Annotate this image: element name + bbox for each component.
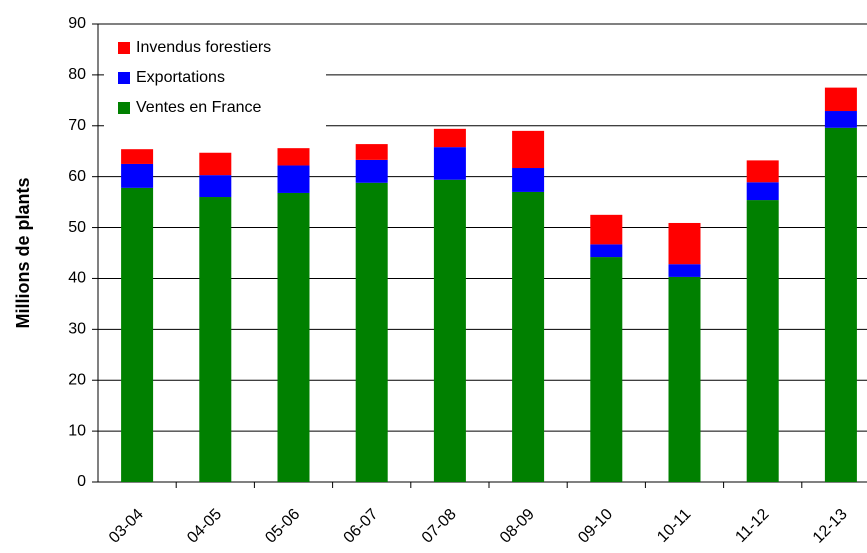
x-tick-label: 07-08: [419, 506, 460, 547]
x-tick-label: 06-07: [341, 506, 382, 547]
bar-segment: [355, 182, 388, 483]
bar-segment: [824, 127, 857, 483]
legend-label: Exportations: [136, 69, 225, 86]
bar-segment: [746, 200, 779, 482]
y-axis-title: Millions de plants: [13, 177, 33, 328]
y-tick-label: 90: [68, 15, 86, 32]
x-tick-label: 09-10: [575, 506, 616, 547]
x-tick-label: 12-13: [810, 506, 851, 547]
bar-segment: [355, 159, 388, 183]
bar-segment: [746, 182, 779, 201]
y-tick-label: 60: [68, 168, 86, 185]
x-tick-label: 05-06: [262, 506, 303, 547]
bar-segment: [433, 128, 466, 148]
legend-box: [104, 30, 326, 128]
y-tick-label: 70: [68, 117, 86, 134]
y-tick-label: 30: [68, 321, 86, 338]
bar-segment: [512, 168, 545, 192]
legend-swatch: [118, 102, 130, 114]
y-tick-label: 20: [68, 371, 86, 388]
bar-segment: [746, 160, 779, 183]
bar-segment: [590, 257, 623, 482]
bar-segment: [121, 187, 154, 482]
bar-segment: [824, 87, 857, 112]
x-tick-label: 04-05: [184, 506, 225, 547]
legend-label: Ventes en France: [136, 99, 262, 116]
y-tick-label: 40: [68, 270, 86, 287]
y-tick-label: 0: [77, 473, 86, 490]
bar-segment: [512, 130, 545, 169]
bar-segment: [512, 191, 545, 482]
legend-label: Invendus forestiers: [136, 39, 271, 56]
bar-segment: [277, 148, 310, 166]
bar-segment: [824, 111, 857, 128]
bar-segment: [590, 214, 623, 245]
bar-segment: [121, 149, 154, 164]
y-tick-label: 80: [68, 66, 86, 83]
bar-segment: [277, 192, 310, 482]
bar-segment: [668, 276, 701, 482]
bar-segment: [590, 244, 623, 258]
legend-swatch: [118, 42, 130, 54]
bar-segment: [121, 163, 154, 188]
bar-segment: [355, 144, 388, 160]
x-tick-label: 03-04: [106, 506, 147, 547]
bar-segment: [199, 152, 232, 176]
bar-segment: [199, 197, 232, 482]
x-tick-label: 11-12: [732, 506, 772, 546]
legend-swatch: [118, 72, 130, 84]
x-tick-label: 08-09: [497, 506, 538, 547]
y-tick-label: 10: [68, 422, 86, 439]
bar-segment: [668, 222, 701, 265]
bar-segment: [433, 179, 466, 482]
bar-segment: [199, 175, 232, 198]
bar-segment: [277, 165, 310, 193]
y-tick-label: 50: [68, 219, 86, 236]
bar-segment: [433, 147, 466, 180]
bar-segment: [668, 264, 701, 277]
x-tick-label: 10-11: [654, 506, 694, 546]
